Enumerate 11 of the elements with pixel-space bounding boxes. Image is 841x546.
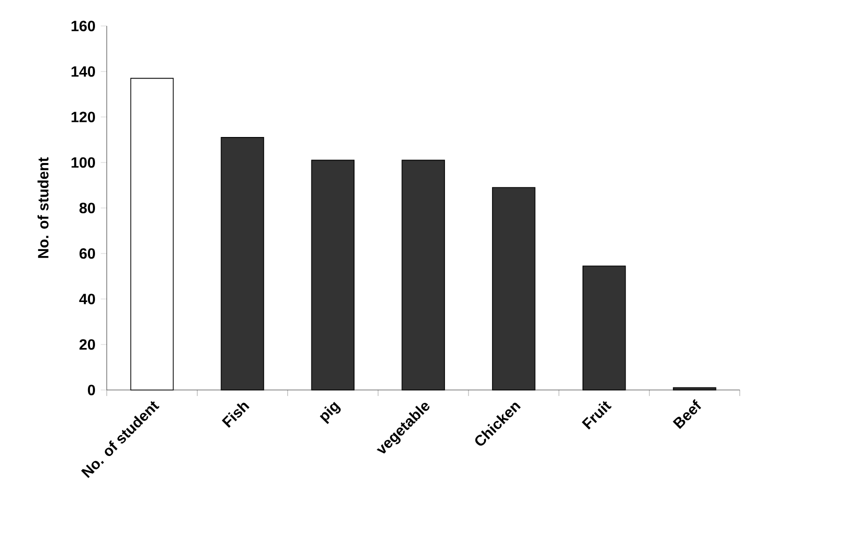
y-axis-title: No. of student (38, 157, 49, 258)
y-tick-label: 140 (72, 66, 95, 77)
y-tick-label: 60 (80, 248, 95, 259)
y-tick-label: 20 (80, 339, 95, 350)
y-tick-label: 100 (72, 157, 95, 168)
y-tick-label: 120 (72, 112, 95, 122)
y-tick-label: 80 (79, 202, 95, 214)
y-tick-label: 40 (79, 294, 95, 304)
y-tick-label: 160 (72, 20, 95, 32)
y-tick-label: 0 (88, 384, 95, 396)
x-tick-label: pig (320, 402, 341, 424)
